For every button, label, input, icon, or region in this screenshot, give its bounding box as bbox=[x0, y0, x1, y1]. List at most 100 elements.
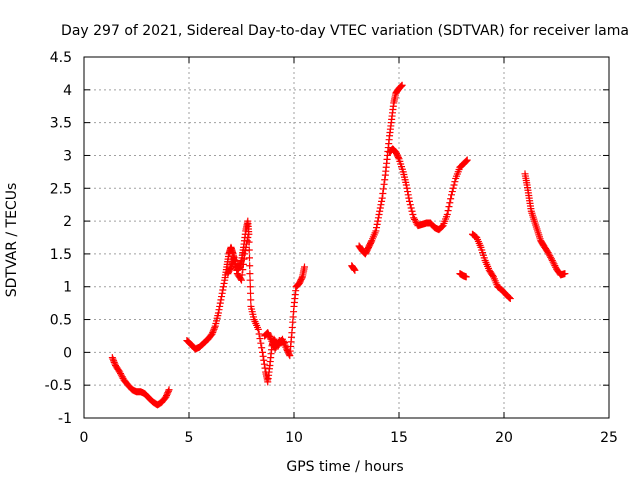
y-tick-label: 1 bbox=[63, 280, 72, 296]
data-point-marker bbox=[380, 180, 388, 188]
data-point-marker bbox=[215, 306, 223, 314]
y-tick-label: 3.5 bbox=[50, 116, 72, 132]
data-point-marker bbox=[164, 387, 172, 395]
data-point-marker bbox=[116, 368, 124, 376]
data-point-marker bbox=[216, 299, 224, 307]
data-point-marker bbox=[261, 364, 269, 372]
y-tick-label: 1.5 bbox=[50, 247, 72, 263]
data-point-marker bbox=[397, 83, 405, 91]
data-point-marker bbox=[165, 386, 173, 394]
data-point-marker bbox=[298, 274, 306, 282]
data-point-marker bbox=[406, 201, 414, 209]
data-point-marker bbox=[406, 197, 413, 205]
data-point-marker bbox=[209, 327, 217, 335]
data-point-marker bbox=[403, 184, 411, 192]
data-point-marker bbox=[243, 237, 251, 245]
data-point-marker bbox=[550, 260, 558, 268]
x-tick-label: 5 bbox=[185, 430, 194, 446]
data-point-marker bbox=[259, 348, 266, 356]
grid-lines bbox=[84, 57, 609, 418]
data-point-marker bbox=[545, 250, 553, 258]
data-point-marker bbox=[109, 355, 117, 363]
axis-ticks: 0 5 10 15 20 25 -1 -0.5 0 0.5 1 1.5 2 2.5 3 3.5 4 4.5 bbox=[45, 50, 618, 446]
data-point-marker bbox=[549, 258, 557, 266]
data-point-marker bbox=[551, 262, 559, 270]
data-point-marker bbox=[437, 223, 445, 231]
chart-title: Day 297 of 2021, Sidereal Day-to-day VTE… bbox=[61, 23, 629, 39]
data-point-marker bbox=[377, 201, 385, 209]
data-point-marker bbox=[241, 250, 249, 258]
data-point-marker bbox=[239, 260, 247, 268]
y-tick-label: 0.5 bbox=[50, 313, 72, 329]
data-point-marker bbox=[408, 207, 416, 215]
plot-frame bbox=[83, 56, 610, 419]
data-point-marker bbox=[110, 357, 118, 365]
data-point-marker bbox=[247, 296, 255, 304]
data-point-marker bbox=[446, 199, 454, 207]
data-point-marker bbox=[547, 253, 555, 261]
data-point-marker bbox=[411, 215, 419, 223]
data-point-marker bbox=[505, 293, 513, 301]
data-point-marker bbox=[372, 227, 380, 235]
data-point-marker bbox=[381, 176, 389, 184]
y-axis-label: SDTVAR / TECUs bbox=[4, 183, 20, 298]
data-point-marker bbox=[445, 203, 453, 211]
data-point-marker bbox=[219, 283, 227, 291]
y-tick-label: 4.5 bbox=[50, 50, 72, 66]
data-point-marker bbox=[398, 82, 406, 90]
y-tick-label: 2.5 bbox=[50, 181, 72, 197]
data-point-marker bbox=[240, 255, 248, 263]
data-point-marker bbox=[506, 295, 514, 303]
data-point-marker bbox=[375, 211, 383, 219]
data-point-marker bbox=[255, 330, 263, 338]
data-point-marker bbox=[216, 302, 224, 310]
data-point-marker bbox=[246, 262, 254, 270]
data-point-marker bbox=[451, 178, 459, 186]
data-point-marker bbox=[544, 249, 552, 257]
data-point-marker bbox=[246, 270, 254, 278]
data-point-marker bbox=[210, 325, 218, 333]
data-point-marker bbox=[245, 254, 253, 262]
y-tick-label: 4 bbox=[63, 83, 72, 99]
data-point-marker bbox=[226, 264, 234, 272]
data-point-marker bbox=[272, 343, 280, 351]
data-point-marker bbox=[208, 330, 216, 338]
data-point-marker bbox=[411, 217, 419, 225]
y-tick-label: 2 bbox=[63, 214, 72, 230]
data-point-marker bbox=[350, 265, 358, 273]
data-point-marker bbox=[117, 371, 125, 379]
y-tick-label: -1 bbox=[58, 411, 72, 427]
data-point-marker bbox=[448, 188, 456, 196]
data-point-marker bbox=[376, 207, 384, 215]
data-point-marker bbox=[118, 373, 126, 381]
data-point-marker bbox=[443, 211, 451, 219]
data-markers bbox=[108, 81, 569, 409]
data-point-marker bbox=[373, 220, 381, 228]
data-point-marker bbox=[402, 181, 410, 189]
data-point-marker bbox=[257, 339, 265, 347]
x-tick-label: 25 bbox=[600, 430, 618, 446]
y-tick-label: 0 bbox=[63, 345, 72, 361]
data-point-marker bbox=[238, 276, 245, 284]
data-point-marker bbox=[410, 214, 418, 222]
data-point-marker bbox=[246, 283, 254, 291]
data-point-marker bbox=[242, 243, 250, 251]
data-point-marker bbox=[378, 197, 386, 205]
data-point-marker bbox=[394, 153, 402, 161]
data-point-marker bbox=[230, 253, 238, 261]
data-point-marker bbox=[243, 240, 251, 248]
data-point-marker bbox=[378, 194, 386, 202]
data-point-marker bbox=[246, 276, 254, 284]
data-point-marker bbox=[444, 207, 452, 215]
data-point-marker bbox=[462, 157, 470, 165]
x-tick-label: 10 bbox=[285, 430, 303, 446]
data-point-marker bbox=[285, 350, 293, 358]
data-point-marker bbox=[271, 345, 279, 353]
data-point-marker bbox=[367, 238, 375, 246]
data-point-marker bbox=[241, 247, 249, 255]
data-point-marker bbox=[108, 354, 116, 362]
data-point-marker bbox=[379, 190, 387, 198]
data-point-marker bbox=[373, 224, 381, 232]
data-point-marker bbox=[561, 270, 569, 278]
